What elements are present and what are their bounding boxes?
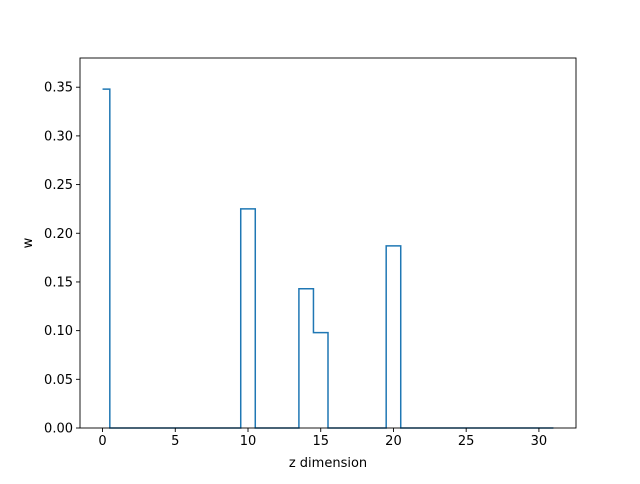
- y-tick-label: 0.35: [44, 81, 73, 96]
- y-tick-label: 0.30: [44, 129, 73, 144]
- y-tick-label: 0.00: [44, 422, 73, 437]
- x-tick-label: 30: [531, 434, 548, 449]
- x-tick-label: 5: [171, 434, 179, 449]
- x-tick-label: 10: [240, 434, 257, 449]
- y-tick-label: 0.05: [44, 373, 73, 388]
- y-tick-label: 0.15: [44, 275, 73, 290]
- x-axis-label: z dimension: [289, 456, 367, 471]
- x-tick-label: 25: [458, 434, 475, 449]
- x-tick-label: 0: [98, 434, 106, 449]
- y-axis-label: w: [21, 237, 36, 248]
- y-tick-label: 0.10: [44, 324, 73, 339]
- y-tick-label: 0.25: [44, 178, 73, 193]
- x-tick-label: 20: [385, 434, 402, 449]
- series-line-0: [102, 88, 554, 429]
- plot-frame: [79, 57, 577, 429]
- y-tick-label: 0.20: [44, 227, 73, 242]
- x-tick-label: 15: [312, 434, 329, 449]
